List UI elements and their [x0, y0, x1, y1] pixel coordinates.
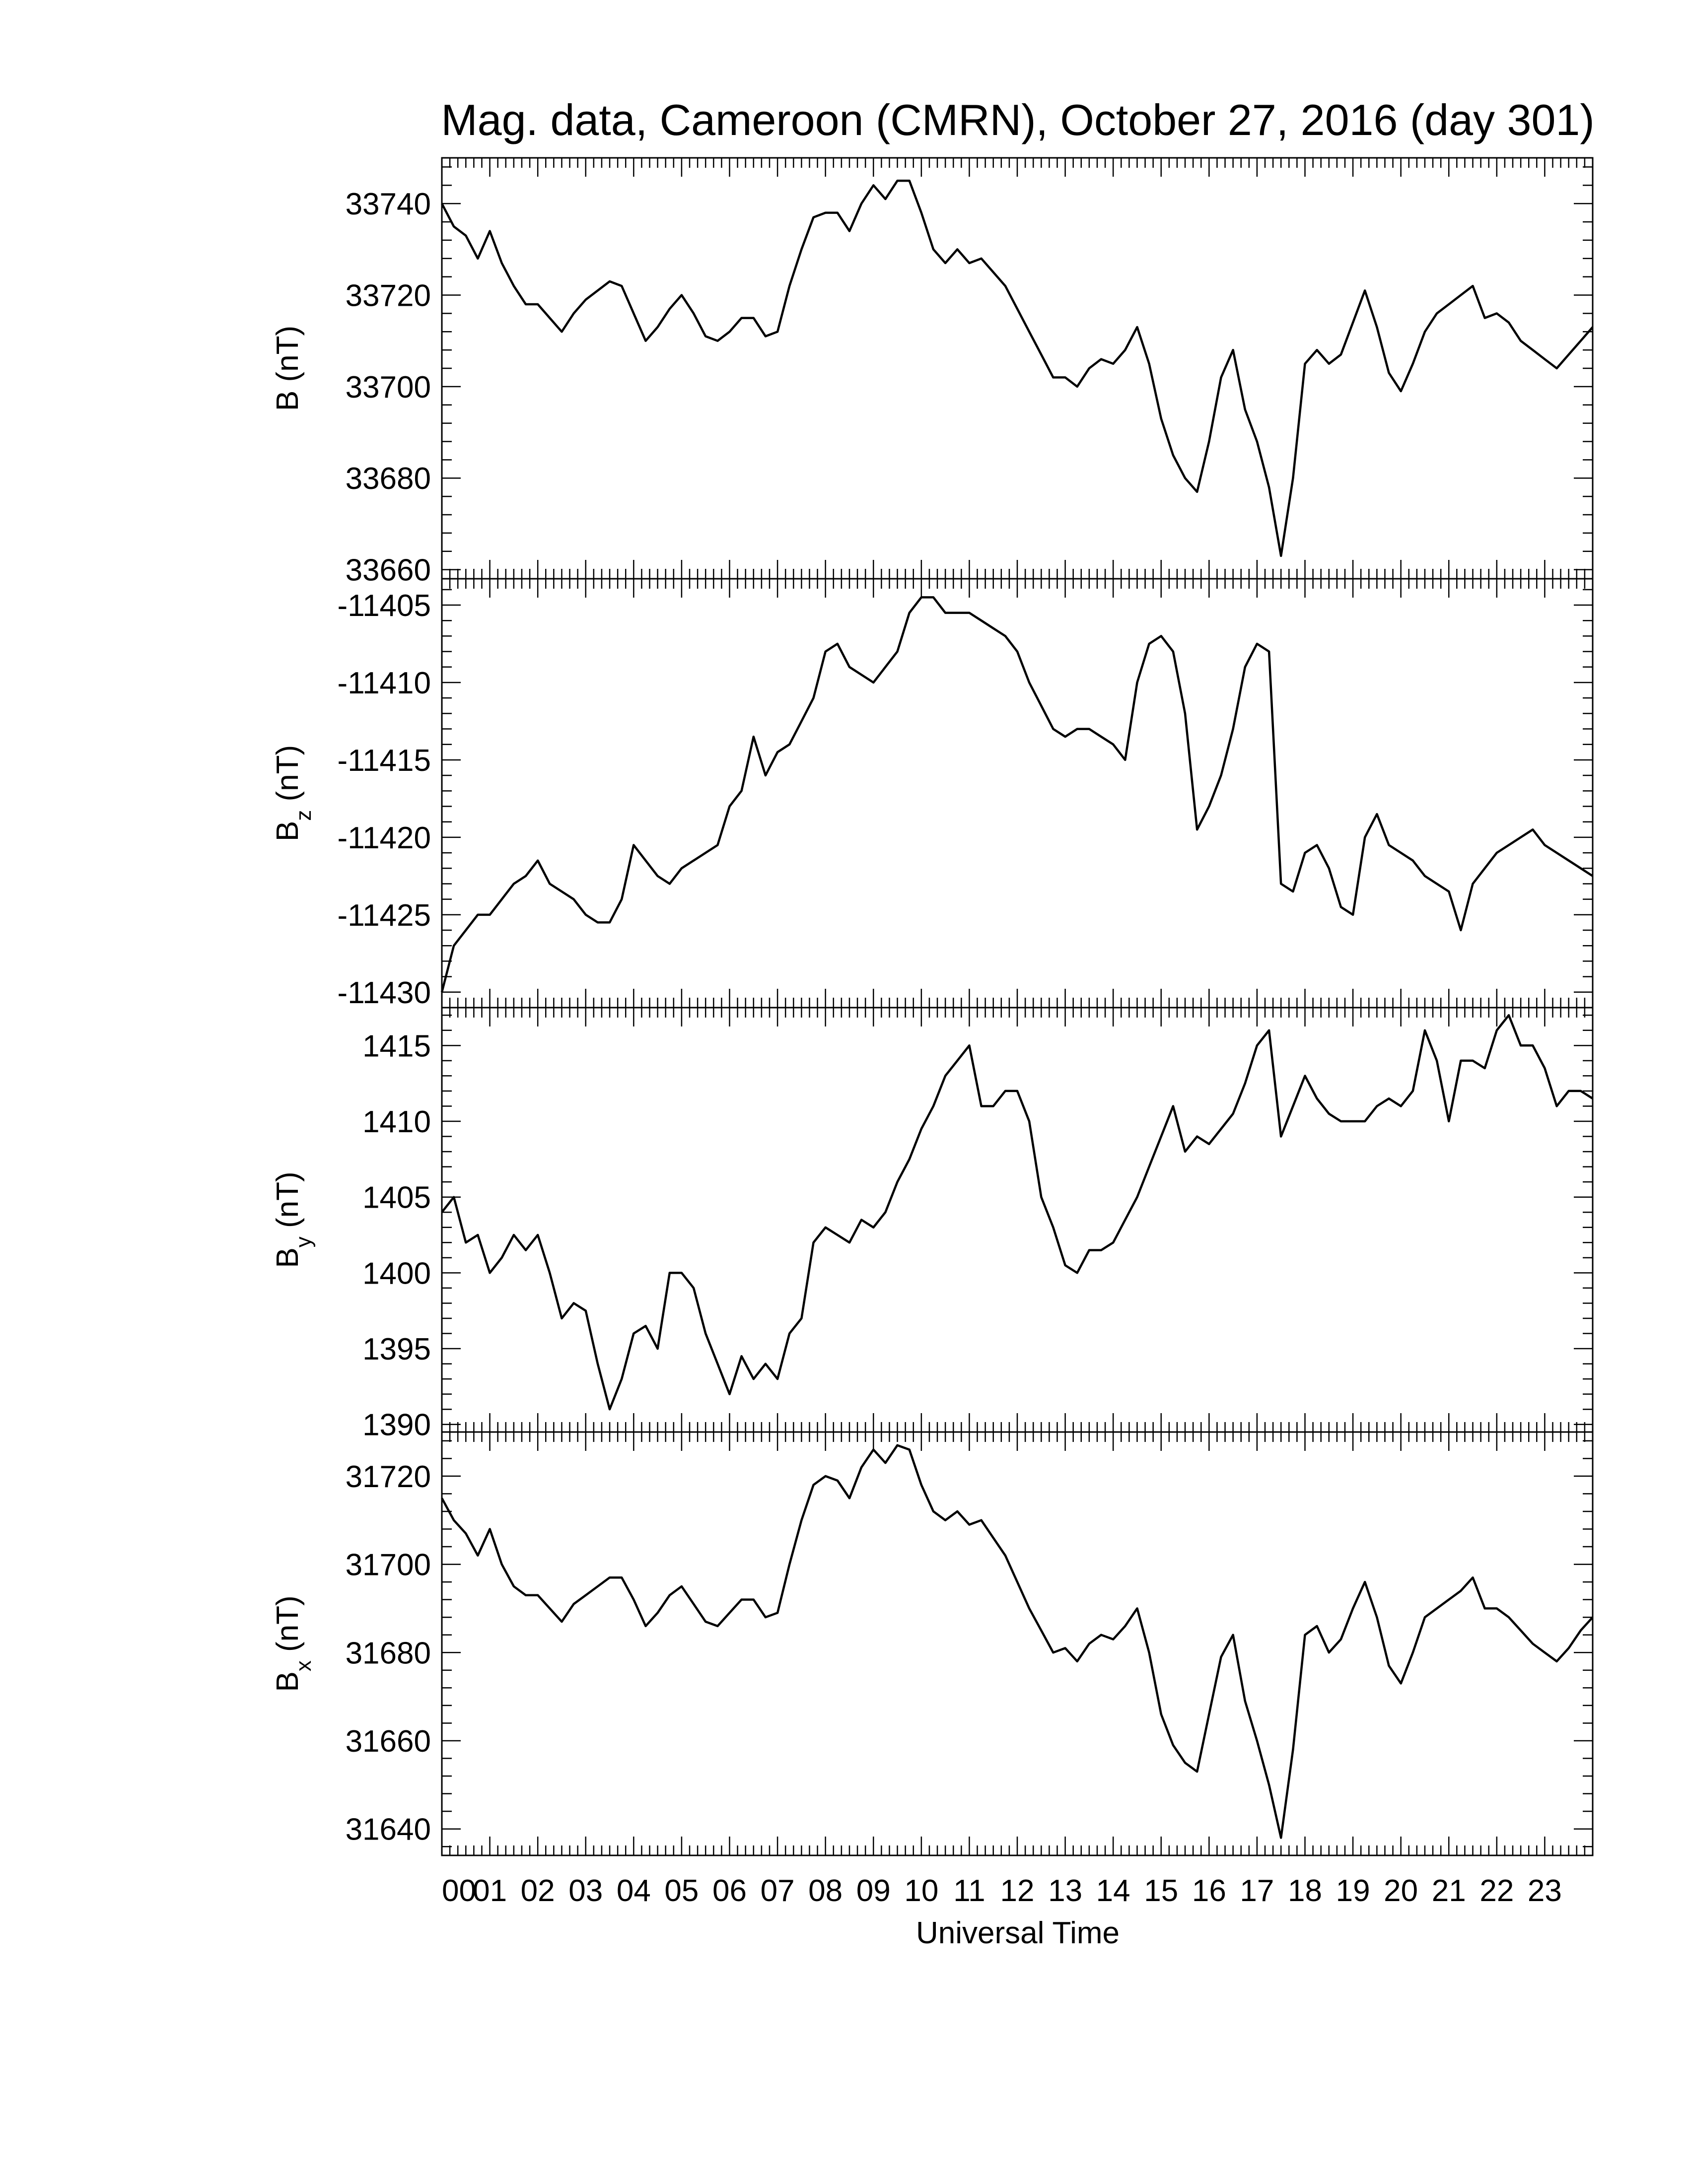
x-tick-label: 22 [1479, 1874, 1514, 1908]
y-tick-label-Bx: 31700 [346, 1548, 431, 1582]
y-tick-label-By: 1390 [362, 1408, 431, 1442]
y-tick-label-By: 1410 [362, 1105, 431, 1139]
y-tick-label-Bx: 31660 [346, 1724, 431, 1759]
y-axis-title-sub: y [291, 1236, 316, 1247]
y-axis-title-unit: (nT) [271, 1595, 305, 1660]
y-axis-title-unit: (nT) [271, 326, 305, 391]
chart-title: Mag. data, Cameroon (CMRN), October 27, … [441, 95, 1594, 144]
x-tick-label: 03 [568, 1874, 603, 1908]
y-axis-title-main: B [271, 391, 305, 411]
x-tick-label: 08 [808, 1874, 843, 1908]
x-tick-label: 19 [1336, 1874, 1370, 1908]
y-tick-label-Bz: -11410 [338, 666, 431, 700]
x-tick-label: 20 [1384, 1874, 1418, 1908]
series-line-B [441, 179, 1594, 557]
y-axis-title-main: B [271, 1247, 305, 1268]
x-tick-label: 01 [473, 1874, 507, 1908]
x-tick-label: 13 [1048, 1874, 1082, 1908]
y-tick-label-B: 33660 [346, 553, 431, 588]
series-line-Bx [441, 1444, 1594, 1839]
y-tick-label-By: 1405 [362, 1181, 431, 1215]
panel-Bx: 31640 31660 31680 31700 31720 Bx (nT) [271, 1431, 1594, 1856]
y-tick-label-Bx: 31640 [346, 1813, 431, 1847]
y-axis-title-main: B [271, 1671, 305, 1692]
y-axis-title-B: B (nT) [271, 326, 305, 411]
x-tick-label: 04 [617, 1874, 651, 1908]
panel-frame-Bx [441, 1431, 1594, 1856]
x-tick-label: 02 [521, 1874, 555, 1908]
x-tick-label: 15 [1144, 1874, 1178, 1908]
series-line-Bz [440, 596, 1594, 993]
y-tick-label-Bz: -11405 [338, 589, 431, 623]
y-axis-title-By: By (nT) [271, 1171, 316, 1268]
x-tick-label: 11 [953, 1874, 985, 1908]
panel-frame-By [441, 1007, 1594, 1433]
y-axis-title-sub: z [291, 810, 316, 821]
y-tick-label-B: 33700 [346, 370, 431, 405]
x-axis-title: Universal Time [916, 1916, 1120, 1950]
y-tick-label-Bz: -11415 [338, 744, 431, 778]
x-tick-label: 00 [442, 1874, 476, 1908]
y-tick-label-B: 33680 [346, 462, 431, 496]
y-tick-label-By: 1415 [362, 1029, 431, 1063]
y-axis-title-Bx: Bx (nT) [271, 1595, 316, 1692]
series-line-By [441, 1014, 1594, 1411]
y-tick-label-B: 33740 [346, 187, 431, 221]
x-tick-label: 16 [1192, 1874, 1226, 1908]
y-tick-label-Bz: -11430 [338, 976, 431, 1010]
y-axis-title-unit: (nT) [271, 745, 305, 810]
x-tick-label: 07 [761, 1874, 795, 1908]
x-tick-label: 12 [1000, 1874, 1035, 1908]
y-tick-label-By: 1395 [362, 1332, 431, 1366]
x-tick-label: 17 [1240, 1874, 1274, 1908]
panel-B: 33660 33680 33700 33720 33740 B (nT) [271, 157, 1594, 588]
y-axis-title-main: B [271, 821, 305, 841]
x-tick-label: 09 [856, 1874, 891, 1908]
panel-Bz: -11430 -11425 -11420 -11415 -11410 -11405 Bz (… [271, 578, 1594, 1010]
x-tick-label: 21 [1432, 1874, 1466, 1908]
x-tick-label: 14 [1096, 1874, 1130, 1908]
panel-frame-Bz [441, 578, 1594, 1009]
y-tick-label-Bx: 31720 [346, 1460, 431, 1494]
panel-By: 1390 1395 1400 1405 1410 1415 By (nT) [271, 1007, 1594, 1442]
x-tick-label: 10 [904, 1874, 938, 1908]
y-axis-title-unit: (nT) [271, 1171, 305, 1236]
y-tick-label-Bz: -11425 [338, 898, 431, 933]
x-tick-label: 18 [1288, 1874, 1322, 1908]
x-tick-label: 23 [1528, 1874, 1562, 1908]
y-tick-label-Bx: 31680 [346, 1636, 431, 1670]
y-axis-title-sub: x [291, 1660, 316, 1671]
panel-frame-B [441, 157, 1594, 580]
x-tick-label: 06 [712, 1874, 747, 1908]
y-tick-label-Bz: -11420 [338, 821, 431, 855]
y-axis-title-Bz: Bz (nT) [271, 745, 316, 841]
y-tick-label-B: 33720 [346, 279, 431, 313]
y-tick-label-By: 1400 [362, 1256, 431, 1291]
x-tick-label: 05 [664, 1874, 699, 1908]
